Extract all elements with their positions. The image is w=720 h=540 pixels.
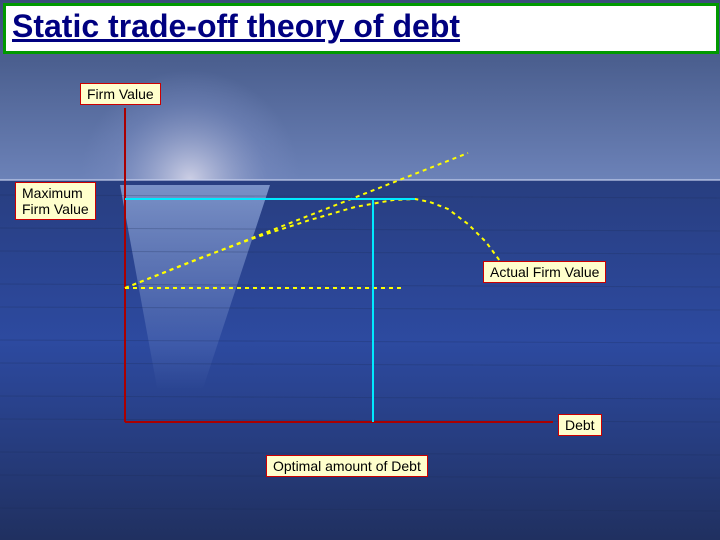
label-firm-value: Firm Value <box>80 83 161 105</box>
slide-title: Static trade-off theory of debt <box>3 3 719 54</box>
slide-stage: Static trade-off theory of debt Firm Val… <box>0 0 720 540</box>
label-debt-axis: Debt <box>558 414 602 436</box>
label-max-firm-value: Maximum Firm Value <box>15 182 96 220</box>
label-actual-firm-value: Actual Firm Value <box>483 261 606 283</box>
label-optimal-debt: Optimal amount of Debt <box>266 455 428 477</box>
